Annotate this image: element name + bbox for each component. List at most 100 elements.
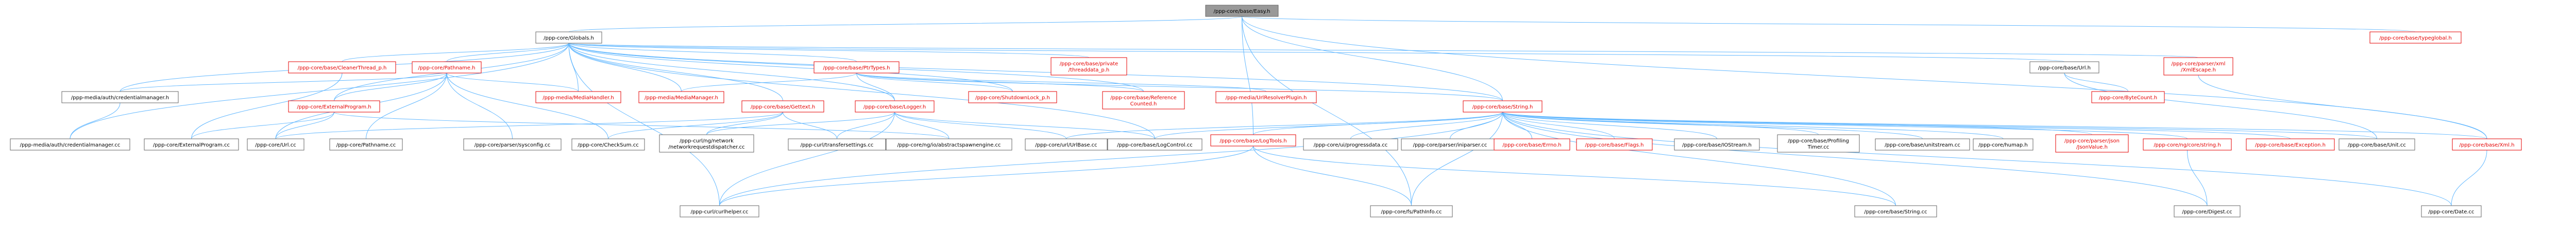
node-errno[interactable]: /ppp-core/base/Errno.h	[1494, 138, 1570, 151]
node-transfersettings[interactable]: /ppp-curl/transfersettings.cc	[788, 138, 886, 151]
node-label-line: /ppp-core/base/PtrTypes.h	[823, 65, 890, 71]
node-label: /ppp-media/auth/credentialmanager.cc	[20, 142, 121, 148]
node-label-line: /ppp-core/ng/core/string.h	[2154, 142, 2221, 148]
node-globals[interactable]: /ppp-core/Globals.h	[535, 31, 602, 44]
node-box	[288, 61, 396, 74]
node-label: /ppp-core/base/Xml.h	[2459, 142, 2514, 148]
node-label-line: /ppp-core/base/Easy.h	[1214, 9, 1270, 14]
node-box	[2055, 134, 2129, 153]
node-box	[10, 138, 130, 151]
edge-string_h-to-iostream_base	[1503, 112, 1717, 139]
node-pathname-h[interactable]: /ppp-core/Pathname.h	[412, 61, 482, 74]
node-label-line: Counted.h	[1130, 101, 1157, 107]
node-label-line: /ppp-core/base/private	[1060, 61, 1118, 67]
node-label: /ppp-core/base/Url.h	[2038, 65, 2091, 71]
node-refcounted[interactable]: /ppp-core/base/Reference Counted.h	[1102, 91, 1185, 110]
edge-globals-to-string_h	[569, 43, 1503, 101]
node-url-cc[interactable]: /ppp-core/Url.cc	[247, 138, 304, 151]
node-label: /ppp-core/base/LogTools.h	[1219, 138, 1286, 144]
node-xmlh[interactable]: /ppp-core/base/Xml.h	[2452, 138, 2522, 151]
node-box	[2452, 138, 2522, 151]
node-box	[329, 138, 403, 151]
node-string-h[interactable]: /ppp-core/base/String.h	[1463, 100, 1543, 113]
node-label-line: /ppp-core/ui/progressdata.cc	[1314, 142, 1387, 148]
node-box	[1576, 138, 1653, 151]
node-box	[1674, 138, 1760, 151]
node-getset[interactable]: /ppp-core/base/Gettext.h	[741, 100, 824, 113]
node-urlresolver[interactable]: /ppp-media/UrlResolverPlugin.h	[1215, 91, 1317, 103]
node-basestring[interactable]: /ppp-core/base/String.cc	[1854, 205, 1937, 217]
node-iostream-base[interactable]: /ppp-core/base/IOStream.h	[1674, 138, 1760, 151]
edge-urlescape-to-xmlh	[2198, 75, 2487, 139]
node-box	[968, 91, 1057, 103]
node-typeglobal[interactable]: /ppp-core/base/typeglobal.h	[2369, 31, 2462, 44]
node-box	[2143, 138, 2232, 151]
node-date[interactable]: /ppp-core/Date.cc	[2421, 205, 2482, 217]
node-pathinfo[interactable]: /ppp-core/fs/PathInfo.cc	[1370, 205, 1453, 217]
node-pptypes[interactable]: /ppp-core/base/PtrTypes.h	[814, 61, 900, 74]
node-label: /ppp-core/Pathname.cc	[336, 142, 396, 148]
node-label: /ppp-core/base/Reference Counted.h	[1110, 95, 1177, 107]
node-unit-cc[interactable]: /ppp-core/base/Unit.cc	[2338, 138, 2415, 151]
edge-globals-to-pptypes	[569, 43, 857, 62]
node-urlbase[interactable]: /ppp-core/url/UrlBase.cc	[1025, 138, 1108, 151]
node-progressdata[interactable]: /ppp-core/ui/progressdata.cc	[1303, 138, 1398, 151]
node-logger[interactable]: /ppp-core/base/Logger.h	[855, 100, 935, 113]
node-inifile[interactable]: /ppp-core/parser/iniparser.cc	[1401, 138, 1499, 151]
edge-credmanager_h-to-credmanager_cc	[70, 103, 120, 139]
node-credmanager-h[interactable]: /ppp-media/auth/credentialmanager.h	[61, 91, 179, 103]
node-curlhelper[interactable]: /ppp-curl/curlhelper.cc	[680, 205, 759, 217]
node-externalprog-cc[interactable]: /ppp-core/ExternalProgram.cc	[144, 138, 239, 151]
node-flags[interactable]: /ppp-core/base/Flags.h	[1576, 138, 1653, 151]
node-label-line: /ppp-core/base/LogTools.h	[1219, 138, 1286, 144]
edge-string_h-to-urlbase	[1066, 112, 1503, 139]
edge-pathname_h-to-checksum	[447, 73, 608, 139]
node-label-line: /ppp-core/parser/sysconfig.cc	[474, 142, 551, 148]
edge-logtools-to-basestring	[1253, 146, 1896, 206]
edge-string_h-to-logcontrol	[1155, 112, 1503, 139]
node-credmanager-cc[interactable]: /ppp-media/auth/credentialmanager.cc	[10, 138, 130, 151]
node-profiling[interactable]: /ppp-core/base/Profiling Timer.cc	[1777, 134, 1860, 153]
node-label: /ppp-media/UrlResolverPlugin.h	[1226, 95, 1307, 101]
node-url-h[interactable]: /ppp-core/base/Url.h	[2029, 61, 2099, 74]
node-cleanerthread[interactable]: /ppp-core/base/CleanerThread_p.h	[288, 61, 396, 74]
edge-ngstring-to-digest	[2188, 150, 2208, 206]
node-label-line: /ppp-core/ShutdownLock_p.h	[975, 95, 1050, 101]
node-jsonvalue[interactable]: /ppp-core/parser/json/JsonValue.h	[2055, 134, 2129, 153]
node-label: /ppp-core/Digest.cc	[2182, 209, 2232, 215]
node-urlescape[interactable]: /ppp-core/parser/xml/XmlEscape.h	[2163, 57, 2233, 76]
node-exception[interactable]: /ppp-core/base/Exception.h	[2246, 138, 2335, 151]
node-shutdownlock[interactable]: /ppp-core/ShutdownLock_p.h	[968, 91, 1057, 103]
node-threadstate[interactable]: /ppp-core/base/private/threaddata_p.h	[1050, 57, 1127, 76]
node-label-line: /ppp-core/base/String.h	[1472, 104, 1533, 110]
node-pathname-cc[interactable]: /ppp-core/Pathname.cc	[329, 138, 403, 151]
node-digest[interactable]: /ppp-core/Digest.cc	[2174, 205, 2241, 217]
node-box	[680, 205, 759, 217]
node-curlnetwork[interactable]: /ppp-curl/ng/network/networkrequestdispa…	[659, 134, 754, 153]
node-sysconfig[interactable]: /ppp-core/parser/sysconfig.cc	[463, 138, 562, 151]
node-checksum[interactable]: /ppp-core/CheckSum.cc	[571, 138, 645, 151]
node-abstractspeed[interactable]: /ppp-core/ng/io/abstractspawnengine.cc	[886, 138, 1012, 151]
node-box	[1875, 138, 1970, 151]
node-label: /ppp-core/Date.cc	[2428, 209, 2474, 215]
node-label: /ppp-core/base/String.h	[1472, 104, 1533, 110]
edge-pptypes-to-urlresolver	[857, 73, 1266, 92]
node-ngstring[interactable]: /ppp-core/ng/core/string.h	[2143, 138, 2232, 151]
edge-cleanerthread-to-externalprog_cc	[191, 73, 343, 139]
node-label-line: /ppp-core/base/CleanerThread_p.h	[298, 65, 387, 71]
edge-externalprog_h-to-abstractspeed	[334, 112, 950, 139]
node-box	[288, 100, 380, 113]
edge-externalprog_h-to-externalprog_cc	[191, 112, 334, 139]
node-unitstream[interactable]: /ppp-core/base/unitstream.cc	[1875, 138, 1970, 151]
node-logcontrol[interactable]: /ppp-core/base/LogControl.cc	[1107, 138, 1202, 151]
node-mediamanager[interactable]: /ppp-media/MediaManager.h	[638, 91, 724, 103]
node-humap[interactable]: /ppp-core/humap.h	[1973, 138, 2033, 151]
node-label: /ppp-core/ui/progressdata.cc	[1314, 142, 1387, 148]
edge-string_h-to-xmlh	[1503, 112, 2487, 139]
node-externalprog-h[interactable]: /ppp-core/ExternalProgram.h	[288, 100, 380, 113]
node-bytecount[interactable]: /ppp-core/ByteCount.h	[2091, 91, 2165, 103]
node-easy: /ppp-core/base/Easy.h	[1205, 5, 1279, 17]
edge-pptypes-to-refcounted	[857, 73, 1144, 92]
node-mediahandler[interactable]: /ppp-media/MediaHandler.h	[535, 91, 621, 103]
node-logtools[interactable]: /ppp-core/base/LogTools.h	[1210, 134, 1296, 147]
